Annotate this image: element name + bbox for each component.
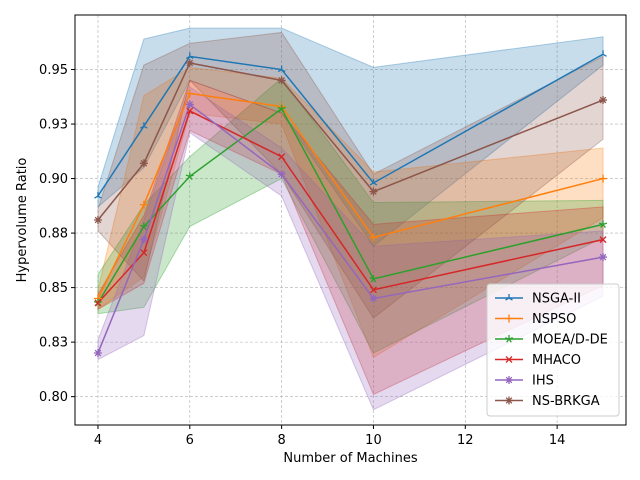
data-point <box>599 236 607 244</box>
series-line-3 <box>97 107 604 304</box>
data-point <box>277 65 286 73</box>
data-point <box>139 235 148 244</box>
data-point <box>277 76 286 85</box>
x-tick-label: 12 <box>457 433 474 448</box>
legend-label: NS-BRKGA <box>532 394 600 409</box>
data-point <box>140 122 148 129</box>
data-point <box>599 96 608 105</box>
data-point <box>94 299 102 307</box>
x-tick-label: 10 <box>365 433 382 448</box>
data-point <box>599 174 608 183</box>
data-point <box>94 192 102 199</box>
grid <box>75 15 626 425</box>
series-line-6 <box>97 62 604 221</box>
data-point <box>185 100 194 109</box>
legend-item: IHS <box>495 374 554 389</box>
legend-label: NSPSO <box>532 312 576 327</box>
legend-label: IHS <box>532 374 554 389</box>
x-tick-label: 8 <box>277 433 285 448</box>
data-point <box>185 58 194 67</box>
y-tick-label: 0.85 <box>39 281 68 296</box>
data-point <box>369 274 378 283</box>
x-axis-label: Number of Machines <box>283 451 417 466</box>
confidence-band-6 <box>97 31 604 319</box>
series-markers <box>93 50 608 358</box>
legend-item: MHACO <box>495 353 581 368</box>
plot-frame <box>74 14 627 426</box>
data-point <box>140 249 148 257</box>
legend-marker <box>505 294 513 301</box>
data-point <box>93 349 102 358</box>
confidence-band-1 <box>97 27 604 247</box>
data-point <box>93 216 102 224</box>
y-tick-label: 0.83 <box>39 336 68 351</box>
series-lines <box>97 53 604 354</box>
data-point <box>369 286 377 294</box>
x-tick-label: 4 <box>94 433 102 448</box>
legend-marker <box>504 335 514 343</box>
data-point <box>369 233 378 242</box>
data-point <box>185 172 194 181</box>
data-point <box>599 253 608 262</box>
data-point <box>369 187 378 196</box>
data-point <box>369 294 378 303</box>
data-point <box>277 104 286 113</box>
series-line-1 <box>97 53 604 197</box>
confidence-band-3 <box>97 77 604 354</box>
x-tick-label: 6 <box>186 433 194 448</box>
data-point <box>139 159 148 168</box>
series-line-2 <box>97 92 604 299</box>
legend-label: NSGA-II <box>532 292 581 307</box>
data-point <box>186 107 194 115</box>
series-line-4 <box>97 109 604 304</box>
x-axis-ticks: 4 6 8 10 12 14 <box>94 425 566 448</box>
y-axis-ticks: 0.80 0.83 0.85 0.88 0.90 0.93 0.95 <box>39 63 75 405</box>
y-tick-label: 0.88 <box>39 227 68 242</box>
legend: NSGA-II NSPSO MOEA/D-DE MHACO IHS NS-BRKGA <box>486 283 620 417</box>
data-point <box>185 89 194 98</box>
y-axis-label: Hypervolume Ratio <box>15 158 30 283</box>
confidence-band-2 <box>97 66 604 359</box>
data-point <box>278 153 286 161</box>
legend-item: NS-BRKGA <box>495 394 600 409</box>
legend-marker <box>505 396 513 405</box>
data-point <box>139 200 148 209</box>
y-tick-label: 0.80 <box>39 390 68 405</box>
legend-item: NSGA-II <box>495 292 581 307</box>
legend-item: MOEA/D-DE <box>495 333 608 348</box>
x-tick-label: 14 <box>549 433 566 448</box>
data-point <box>139 222 148 231</box>
legend-marker <box>505 356 513 363</box>
data-point <box>599 220 608 228</box>
confidence-bands <box>97 27 604 411</box>
legend-marker <box>505 376 513 384</box>
legend-label: MOEA/D-DE <box>532 333 608 348</box>
legend-box <box>486 283 620 417</box>
legend-item: NSPSO <box>495 312 576 327</box>
series-line-5 <box>97 103 604 354</box>
legend-label: MHACO <box>532 353 581 368</box>
legend-marker <box>505 314 513 323</box>
data-point <box>186 52 194 59</box>
data-point <box>277 170 286 179</box>
y-tick-label: 0.95 <box>39 63 68 78</box>
data-point <box>369 178 378 186</box>
y-tick-label: 0.93 <box>39 118 68 133</box>
data-point <box>599 50 607 57</box>
y-tick-label: 0.90 <box>39 172 68 187</box>
